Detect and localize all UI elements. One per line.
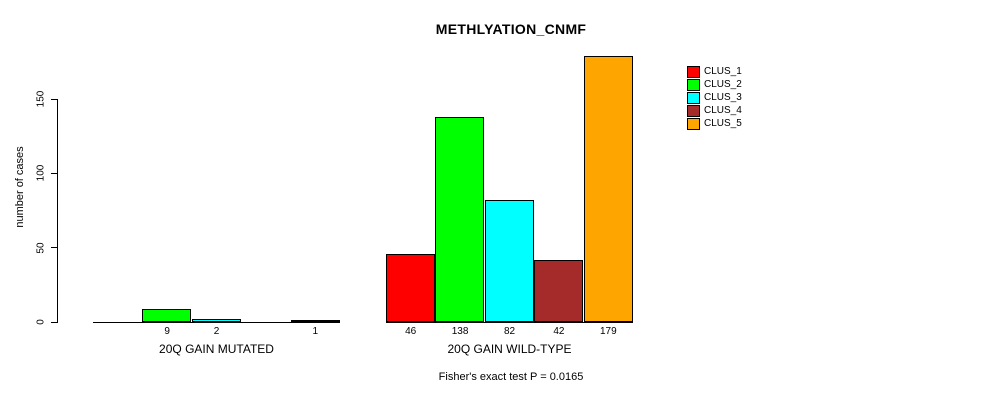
y-tick <box>51 321 58 323</box>
legend-label: CLUS_5 <box>704 118 742 129</box>
y-tick-label: 150 <box>35 90 47 108</box>
y-tick-label: 50 <box>35 242 47 254</box>
bar-value-label: 1 <box>312 326 319 337</box>
bar <box>192 319 241 322</box>
footer-annotation: Fisher's exact test P = 0.0165 <box>438 371 584 383</box>
group-label: 20Q GAIN MUTATED <box>159 342 274 356</box>
bar-value-label: 82 <box>503 326 516 337</box>
y-tick-label: 0 <box>35 319 47 325</box>
bar <box>485 200 534 322</box>
chart-title: METHLYATION_CNMF <box>435 21 587 37</box>
legend-swatch <box>687 79 700 91</box>
bar <box>584 56 633 322</box>
bar <box>435 117 484 322</box>
y-axis-label: number of cases <box>14 146 26 228</box>
y-tick <box>51 247 58 249</box>
legend-swatch <box>687 118 700 130</box>
legend-swatch <box>687 92 700 104</box>
bar-value-label: 46 <box>405 326 417 337</box>
group-label: 20Q GAIN WILD-TYPE <box>447 342 572 356</box>
bar <box>142 309 191 322</box>
y-tick-label: 100 <box>35 164 47 182</box>
legend-swatch <box>687 105 700 117</box>
bar <box>534 260 583 322</box>
bar-value-label: 9 <box>164 326 170 337</box>
y-tick <box>51 98 58 100</box>
y-tick <box>51 172 58 174</box>
legend-label: CLUS_1 <box>704 66 742 77</box>
bar <box>386 254 435 322</box>
group-baseline <box>386 322 633 323</box>
bar-value-label: 179 <box>599 326 617 337</box>
legend-label: CLUS_2 <box>704 79 742 90</box>
group-baseline <box>93 322 340 323</box>
bar <box>291 320 340 322</box>
bar-value-label: 42 <box>553 326 565 337</box>
legend-label: CLUS_4 <box>704 105 742 116</box>
legend-label: CLUS_3 <box>704 92 742 103</box>
legend-swatch <box>687 66 700 78</box>
y-axis-line <box>57 99 58 323</box>
bar-value-label: 2 <box>213 326 220 337</box>
bar-value-label: 138 <box>451 326 469 337</box>
